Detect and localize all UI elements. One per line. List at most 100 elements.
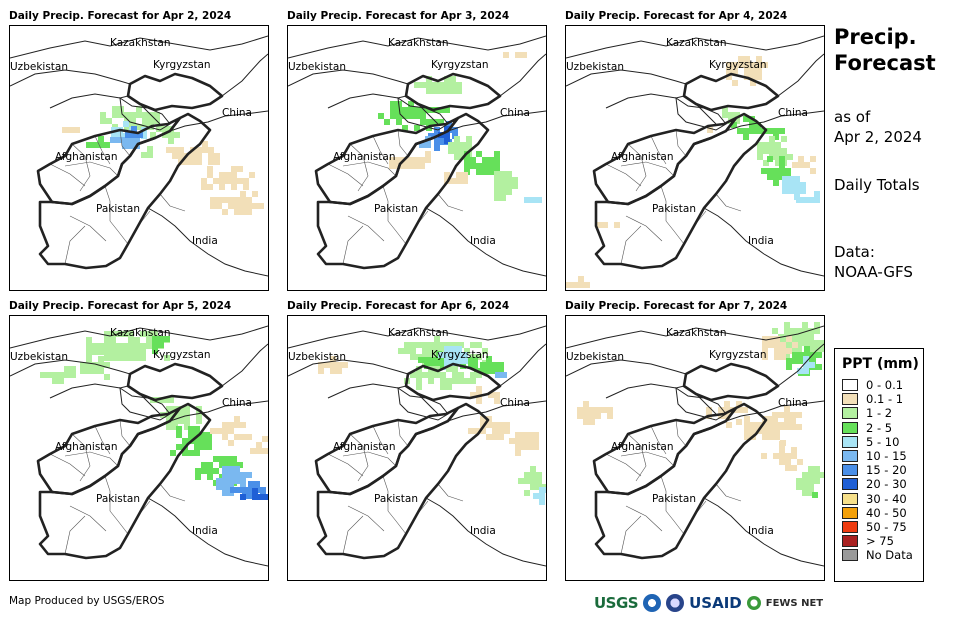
province-boundary xyxy=(665,220,685,245)
precip-cell xyxy=(480,428,486,434)
precip-cell xyxy=(533,444,539,450)
precip-cell xyxy=(454,148,460,154)
precip-cell xyxy=(128,137,134,143)
precip-cell xyxy=(785,168,791,174)
precip-cell xyxy=(486,422,492,428)
precip-cell xyxy=(156,126,162,132)
precip-cell xyxy=(228,422,234,428)
country-boundary xyxy=(288,35,546,59)
precip-cell xyxy=(756,62,762,68)
precip-cell xyxy=(318,362,324,368)
precip-cell xyxy=(798,162,804,168)
precip-cell xyxy=(104,142,110,148)
precip-cell xyxy=(456,346,462,352)
precip-cell xyxy=(804,162,810,168)
precip-cell xyxy=(498,368,504,374)
precip-cell xyxy=(506,189,512,195)
precip-cell xyxy=(390,113,396,119)
precip-cell xyxy=(774,336,780,342)
precip-cell xyxy=(500,183,506,189)
precip-cell xyxy=(430,357,436,363)
precip-cell xyxy=(194,450,200,456)
precip-cell xyxy=(256,442,262,448)
precip-cell xyxy=(100,112,106,118)
province-boundary xyxy=(342,225,364,265)
country-boundary xyxy=(147,207,268,277)
precip-cell xyxy=(596,222,602,228)
precip-cell xyxy=(767,168,773,174)
precip-cell xyxy=(494,157,500,163)
country-label-india: India xyxy=(748,235,774,247)
precip-cell xyxy=(378,113,384,119)
precip-cell xyxy=(784,406,790,412)
legend-item: 0.1 - 1 xyxy=(842,392,923,406)
forecast-panel-apr-7: Daily Precip. Forecast for Apr 7, 2024 K… xyxy=(565,299,825,589)
precip-cell xyxy=(210,197,216,203)
legend-label: > 75 xyxy=(866,534,894,549)
precip-cell xyxy=(762,348,768,354)
precip-cell xyxy=(762,354,768,360)
legend-item: > 75 xyxy=(842,534,923,548)
precip-cell xyxy=(252,191,258,197)
precip-cell xyxy=(446,384,452,390)
precip-cell xyxy=(773,128,779,134)
precip-cell xyxy=(86,142,92,148)
precip-cell xyxy=(802,484,808,490)
precip-cell xyxy=(755,128,761,134)
precip-cell xyxy=(172,406,178,412)
precip-cell xyxy=(488,392,494,398)
precip-cell xyxy=(137,132,143,138)
focus-country-outline xyxy=(682,72,780,112)
precip-cell xyxy=(195,474,201,480)
precip-cell xyxy=(732,62,738,68)
precip-cell xyxy=(775,142,781,148)
precip-cell xyxy=(111,133,117,139)
precip-cell xyxy=(773,453,779,459)
precip-map: Kazakhstan Uzbekistan Kyrgyzstan China Afgha… xyxy=(9,25,269,291)
map-canvas: Kazakhstan Uzbekistan Kyrgyzstan China Afgha… xyxy=(288,35,546,277)
precip-cell xyxy=(462,358,468,364)
precip-cell xyxy=(804,346,810,352)
precip-cell xyxy=(168,397,174,403)
precip-cell xyxy=(124,112,130,118)
precip-cell xyxy=(784,352,790,358)
precip-cell xyxy=(763,142,769,148)
precip-cell xyxy=(468,428,474,434)
precip-cell xyxy=(110,331,116,337)
precip-cell xyxy=(767,156,773,162)
precip-cell xyxy=(228,203,234,209)
precip-cell xyxy=(116,355,122,361)
country-label-uzbekistan: Uzbekistan xyxy=(566,351,624,363)
precip-cell xyxy=(460,148,466,154)
precip-cell xyxy=(452,342,458,348)
precip-cell xyxy=(775,160,781,166)
precip-cell xyxy=(131,126,137,132)
precip-cell xyxy=(330,356,336,362)
precip-cell xyxy=(240,494,246,500)
precip-cell xyxy=(734,118,740,124)
precip-cell xyxy=(336,362,342,368)
legend-label: 1 - 2 xyxy=(866,406,893,421)
fews-net-logo: FEWS NET xyxy=(765,597,824,609)
country-boundary xyxy=(605,93,717,125)
precip-cell xyxy=(775,148,781,154)
precip-cell xyxy=(444,138,450,144)
precip-cell xyxy=(802,478,808,484)
precip-cell xyxy=(794,182,800,188)
province-boundary xyxy=(650,425,667,455)
precip-cell xyxy=(707,127,713,133)
precip-cell xyxy=(456,88,462,94)
precip-cell xyxy=(450,346,456,352)
legend-label: 10 - 15 xyxy=(866,449,907,464)
focus-country-outline xyxy=(594,402,768,560)
country-boundary xyxy=(777,343,824,387)
precip-cell xyxy=(146,343,152,349)
precip-cell xyxy=(486,434,492,440)
precip-cell xyxy=(768,428,774,434)
precip-cell xyxy=(515,438,521,444)
precip-cell xyxy=(172,147,178,153)
precip-cell xyxy=(802,490,808,496)
precip-cell xyxy=(110,343,116,349)
precip-cell xyxy=(444,346,450,352)
country-boundary xyxy=(447,110,546,132)
